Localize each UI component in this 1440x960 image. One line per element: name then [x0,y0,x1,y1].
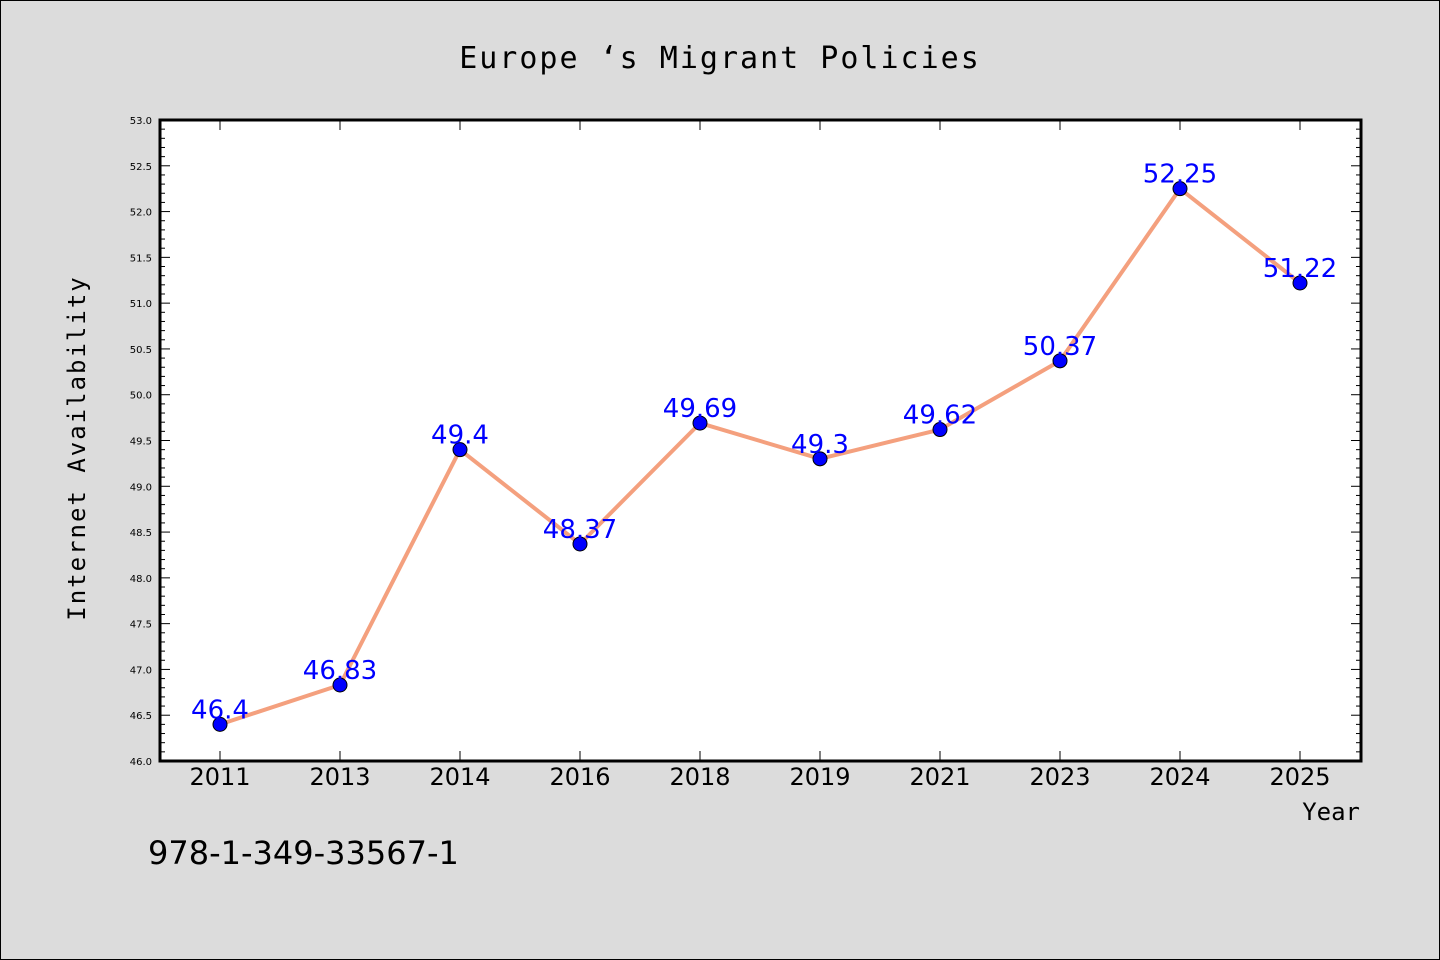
y-tick-label: 51.0 [130,299,152,310]
data-point-marker [1292,275,1308,291]
chart-title: Europe ‘s Migrant Policies [459,41,981,76]
y-tick-label: 52.0 [130,208,152,219]
x-tick-label: 2019 [789,763,850,791]
data-label: 50.37 [1023,332,1097,362]
y-tick-label: 49.5 [130,437,152,448]
x-axis-ticks: 2011 2013 2014 2016 2018 2019 2021 2023 2024 2025 [189,120,1331,791]
data-point-marker [812,451,828,467]
x-tick-label: 2011 [189,763,250,791]
data-label: 49.3 [791,430,849,460]
y-tick-label: 47.0 [130,665,152,676]
data-point-marker [1052,353,1068,369]
data-point-marker [212,716,228,732]
y-tick-label: 47.5 [130,620,152,631]
x-tick-label: 2013 [309,763,370,791]
x-tick-label: 2018 [669,763,730,791]
x-tick-label: 2025 [1269,763,1330,791]
data-point-marker [692,415,708,431]
y-axis-label: Internet Availability [63,275,91,620]
data-label: 48.37 [543,515,617,545]
data-label: 49.62 [903,401,977,431]
y-tick-label: 52.5 [130,162,152,173]
series-markers [212,181,1308,732]
y-tick-label: 51.5 [130,253,152,264]
data-labels: 46.4 46.83 49.4 48.37 49.69 49.3 49.62 50.37 52.… [191,160,1337,726]
footnote-isbn: 978-1-349-33567-1 [148,834,459,872]
data-label: 46.4 [191,695,249,725]
x-axis-label: Year [1302,798,1360,826]
data-label: 51.22 [1263,254,1337,284]
y-axis-ticks: 46.0 46.5 47.0 47.5 48.0 48.5 49.0 49.5 50.0 50.5… [130,116,1361,768]
data-label: 49.4 [431,421,489,451]
data-point-marker [1172,181,1188,197]
y-tick-label: 48.0 [130,574,152,585]
x-tick-label: 2023 [1029,763,1090,791]
y-tick-label: 49.0 [130,482,152,493]
data-label: 52.25 [1143,160,1217,190]
y-tick-label: 50.5 [130,345,152,356]
x-tick-label: 2014 [429,763,490,791]
data-label: 46.83 [303,656,377,686]
data-point-marker [932,422,948,438]
data-label: 49.69 [663,394,737,424]
y-tick-label: 46.0 [130,757,152,768]
series-line [218,186,1302,727]
y-tick-label: 53.0 [130,116,152,127]
x-tick-label: 2024 [1149,763,1210,791]
x-tick-label: 2016 [549,763,610,791]
x-tick-label: 2021 [909,763,970,791]
y-tick-label: 48.5 [130,528,152,539]
data-point-marker [572,536,588,552]
data-point-marker [452,442,468,458]
data-point-marker [332,677,348,693]
y-tick-label: 46.5 [130,711,152,722]
y-tick-label: 50.0 [130,391,152,402]
series-line-group [218,186,1302,727]
